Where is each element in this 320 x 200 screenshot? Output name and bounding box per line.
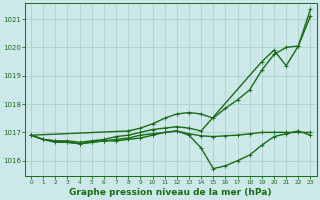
X-axis label: Graphe pression niveau de la mer (hPa): Graphe pression niveau de la mer (hPa)	[69, 188, 272, 197]
